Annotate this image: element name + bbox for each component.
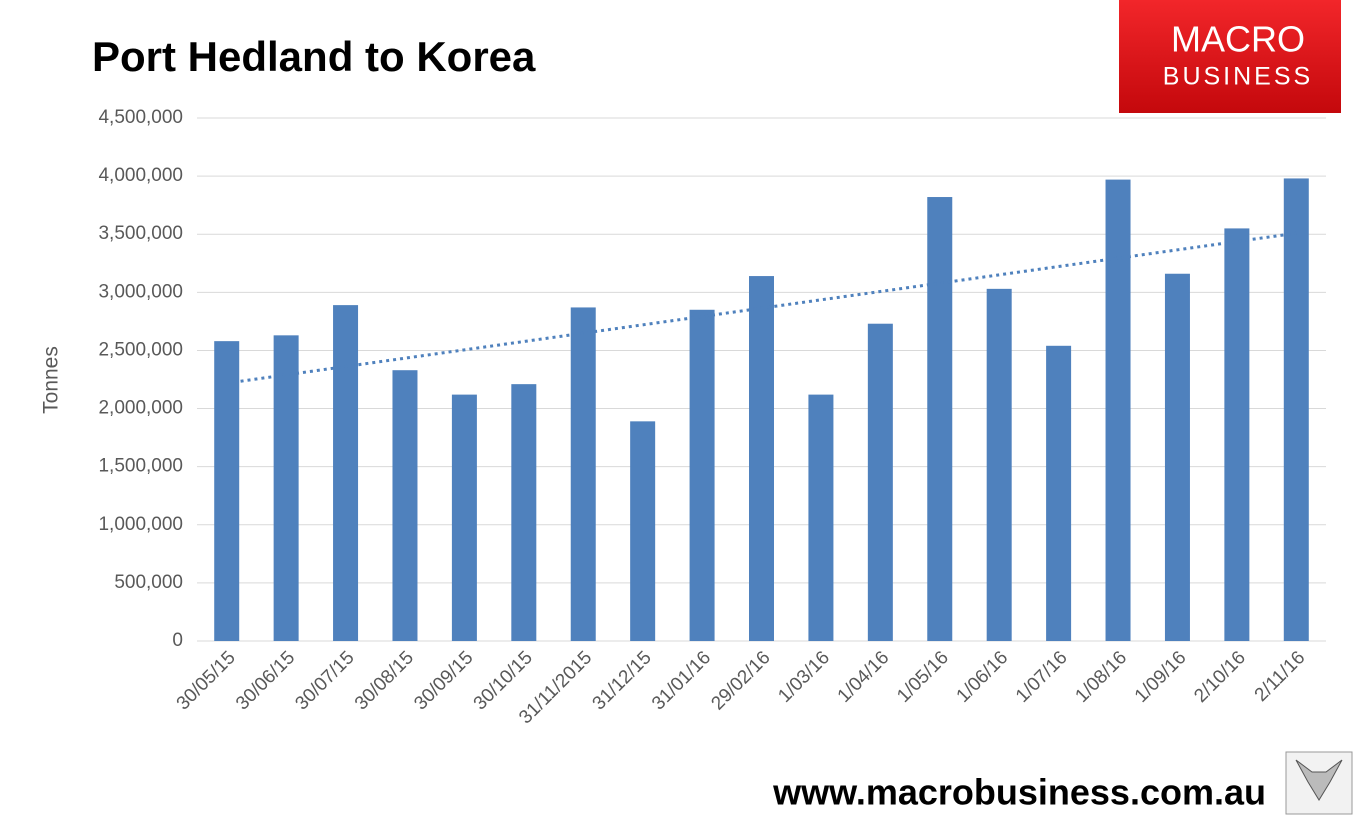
bar	[1046, 345, 1072, 641]
y-tick-label: 1,500,000	[98, 456, 183, 477]
x-tick-label: 1/08/16	[1071, 647, 1131, 707]
url: www.macrobusiness.com.au	[772, 772, 1266, 813]
x-tick-label: 1/05/16	[893, 647, 953, 707]
x-tick-label: 31/12/15	[589, 647, 656, 714]
y-tick-label: 0	[172, 630, 183, 651]
bar	[1105, 179, 1131, 641]
bar	[214, 341, 240, 641]
bar	[927, 197, 953, 641]
bar	[511, 384, 537, 641]
y-tick-label: 4,000,000	[98, 165, 183, 186]
y-tick-label: 1,000,000	[98, 514, 183, 535]
chart-title: Port Hedland to Korea	[92, 33, 536, 80]
y-tick-label: 500,000	[114, 572, 183, 593]
x-tick-label: 31/01/16	[648, 647, 715, 714]
x-tick-label: 30/07/15	[291, 647, 358, 714]
logo-line2: BUSINESS	[1163, 63, 1313, 91]
x-tick-label: 30/05/15	[173, 647, 240, 714]
logo-box	[1119, 0, 1341, 113]
y-tick-label: 4,500,000	[98, 107, 183, 128]
bar	[867, 323, 893, 641]
bar	[1164, 273, 1190, 641]
bar	[333, 305, 359, 641]
x-tick-label: 2/11/16	[1251, 647, 1310, 706]
trendline	[226, 231, 1297, 385]
bar	[1224, 228, 1250, 641]
y-axis-label: Tonnes	[40, 346, 63, 414]
bar	[273, 335, 299, 641]
y-tick-label: 3,500,000	[98, 223, 183, 244]
x-tick-label: 2/10/16	[1190, 647, 1250, 707]
x-tick-label: 29/02/16	[707, 647, 774, 714]
bar	[392, 370, 418, 641]
bar	[689, 309, 715, 641]
x-tick-label: 30/06/15	[232, 647, 299, 714]
bar	[749, 276, 774, 641]
bar	[451, 394, 477, 641]
x-tick-label: 30/09/15	[410, 647, 477, 714]
logo-line1: MACRO	[1171, 19, 1305, 60]
bar	[808, 394, 834, 641]
x-tick-label: 30/08/15	[351, 647, 418, 714]
bar	[630, 421, 656, 641]
x-tick-label: 1/03/16	[774, 647, 834, 707]
fox-face	[1295, 759, 1343, 801]
y-tick-label: 2,500,000	[98, 339, 183, 360]
x-tick-label: 1/09/16	[1131, 647, 1191, 707]
y-tick-label: 3,000,000	[98, 281, 183, 302]
bar	[986, 288, 1012, 641]
x-tick-label: 1/06/16	[953, 647, 1013, 707]
bar	[570, 307, 596, 641]
bar	[1283, 178, 1309, 642]
y-tick-label: 2,000,000	[98, 398, 183, 419]
x-tick-label: 1/07/16	[1012, 647, 1072, 707]
x-tick-label: 1/04/16	[834, 647, 894, 707]
